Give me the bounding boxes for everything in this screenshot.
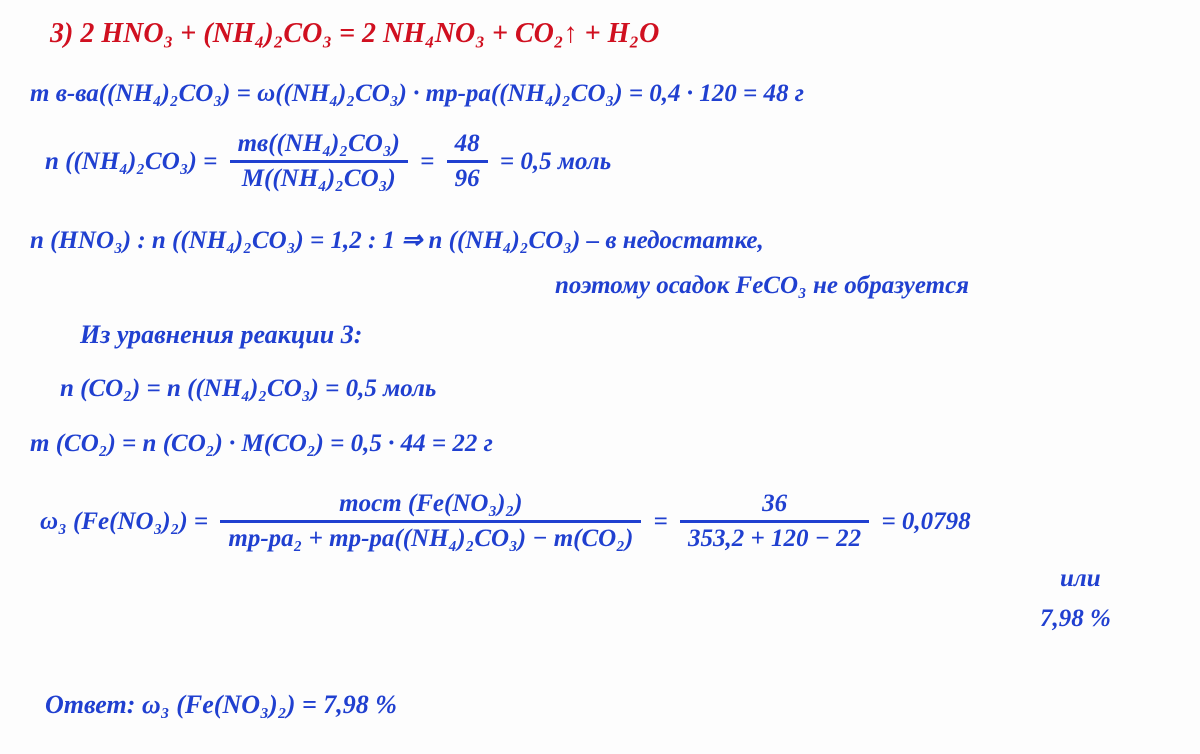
omega-result-3: 7,98 % (1040, 605, 1111, 633)
omega-line: ω₃ (Fe(NO₃)₂) = mост (Fe(NO₃)₂) mр-ра₂ +… (40, 490, 971, 553)
num: 48 (447, 130, 488, 160)
result: = 0,5 моль (500, 148, 611, 176)
moles-line: n ((NH₄)₂CO₃) = mв((NH₄)₂CO₃) M((NH₄)₂CO… (45, 130, 611, 193)
lhs: n ((NH₄)₂CO₃) = (45, 148, 217, 176)
fraction-2: 48 96 (447, 130, 488, 193)
answer-line: Ответ: ω₃ (Fe(NO₃)₂) = 7,98 % (45, 690, 397, 720)
eq: = (654, 508, 668, 536)
den: 353,2 + 120 − 22 (680, 520, 869, 553)
result-1: = 0,0798 (881, 508, 970, 536)
num: mв((NH₄)₂CO₃) (230, 130, 408, 160)
den: 96 (447, 160, 488, 193)
fraction-omega-2: 36 353,2 + 120 − 22 (680, 490, 869, 553)
mass-line: m в-ва((NH₄)₂CO₃) = ω((NH₄)₂CO₃) · mр-ра… (30, 80, 804, 108)
from-equation-line: Из уравнения реакции 3: (80, 320, 362, 350)
eq: = (420, 148, 434, 176)
omega-result-2: или (1060, 565, 1101, 593)
den: mр-ра₂ + mр-ра((NH₄)₂CO₃) − m(CO₂) (220, 520, 641, 553)
m-co2-line: m (CO₂) = n (CO₂) · M(CO₂) = 0,5 · 44 = … (30, 430, 493, 458)
fraction-omega-1: mост (Fe(NO₃)₂) mр-ра₂ + mр-ра((NH₄)₂CO₃… (220, 490, 641, 553)
ratio-line: n (HNO₃) : n ((NH₄)₂CO₃) = 1,2 : 1 ⇒ n (… (30, 225, 764, 255)
lhs: ω₃ (Fe(NO₃)₂) = (40, 508, 208, 536)
ratio-line-2: поэтому осадок FeCO₃ не образуется (555, 272, 969, 300)
num: 36 (680, 490, 869, 520)
fraction-1: mв((NH₄)₂CO₃) M((NH₄)₂CO₃) (230, 130, 408, 193)
num: mост (Fe(NO₃)₂) (220, 490, 641, 520)
den: M((NH₄)₂CO₃) (230, 160, 408, 193)
n-co2-line: n (CO₂) = n ((NH₄)₂CO₃) = 0,5 моль (60, 375, 436, 403)
equation-line: 3) 2 HNO₃ + (NH₄)₂CO₃ = 2 NH₄NO₃ + CO₂↑ … (50, 18, 659, 50)
